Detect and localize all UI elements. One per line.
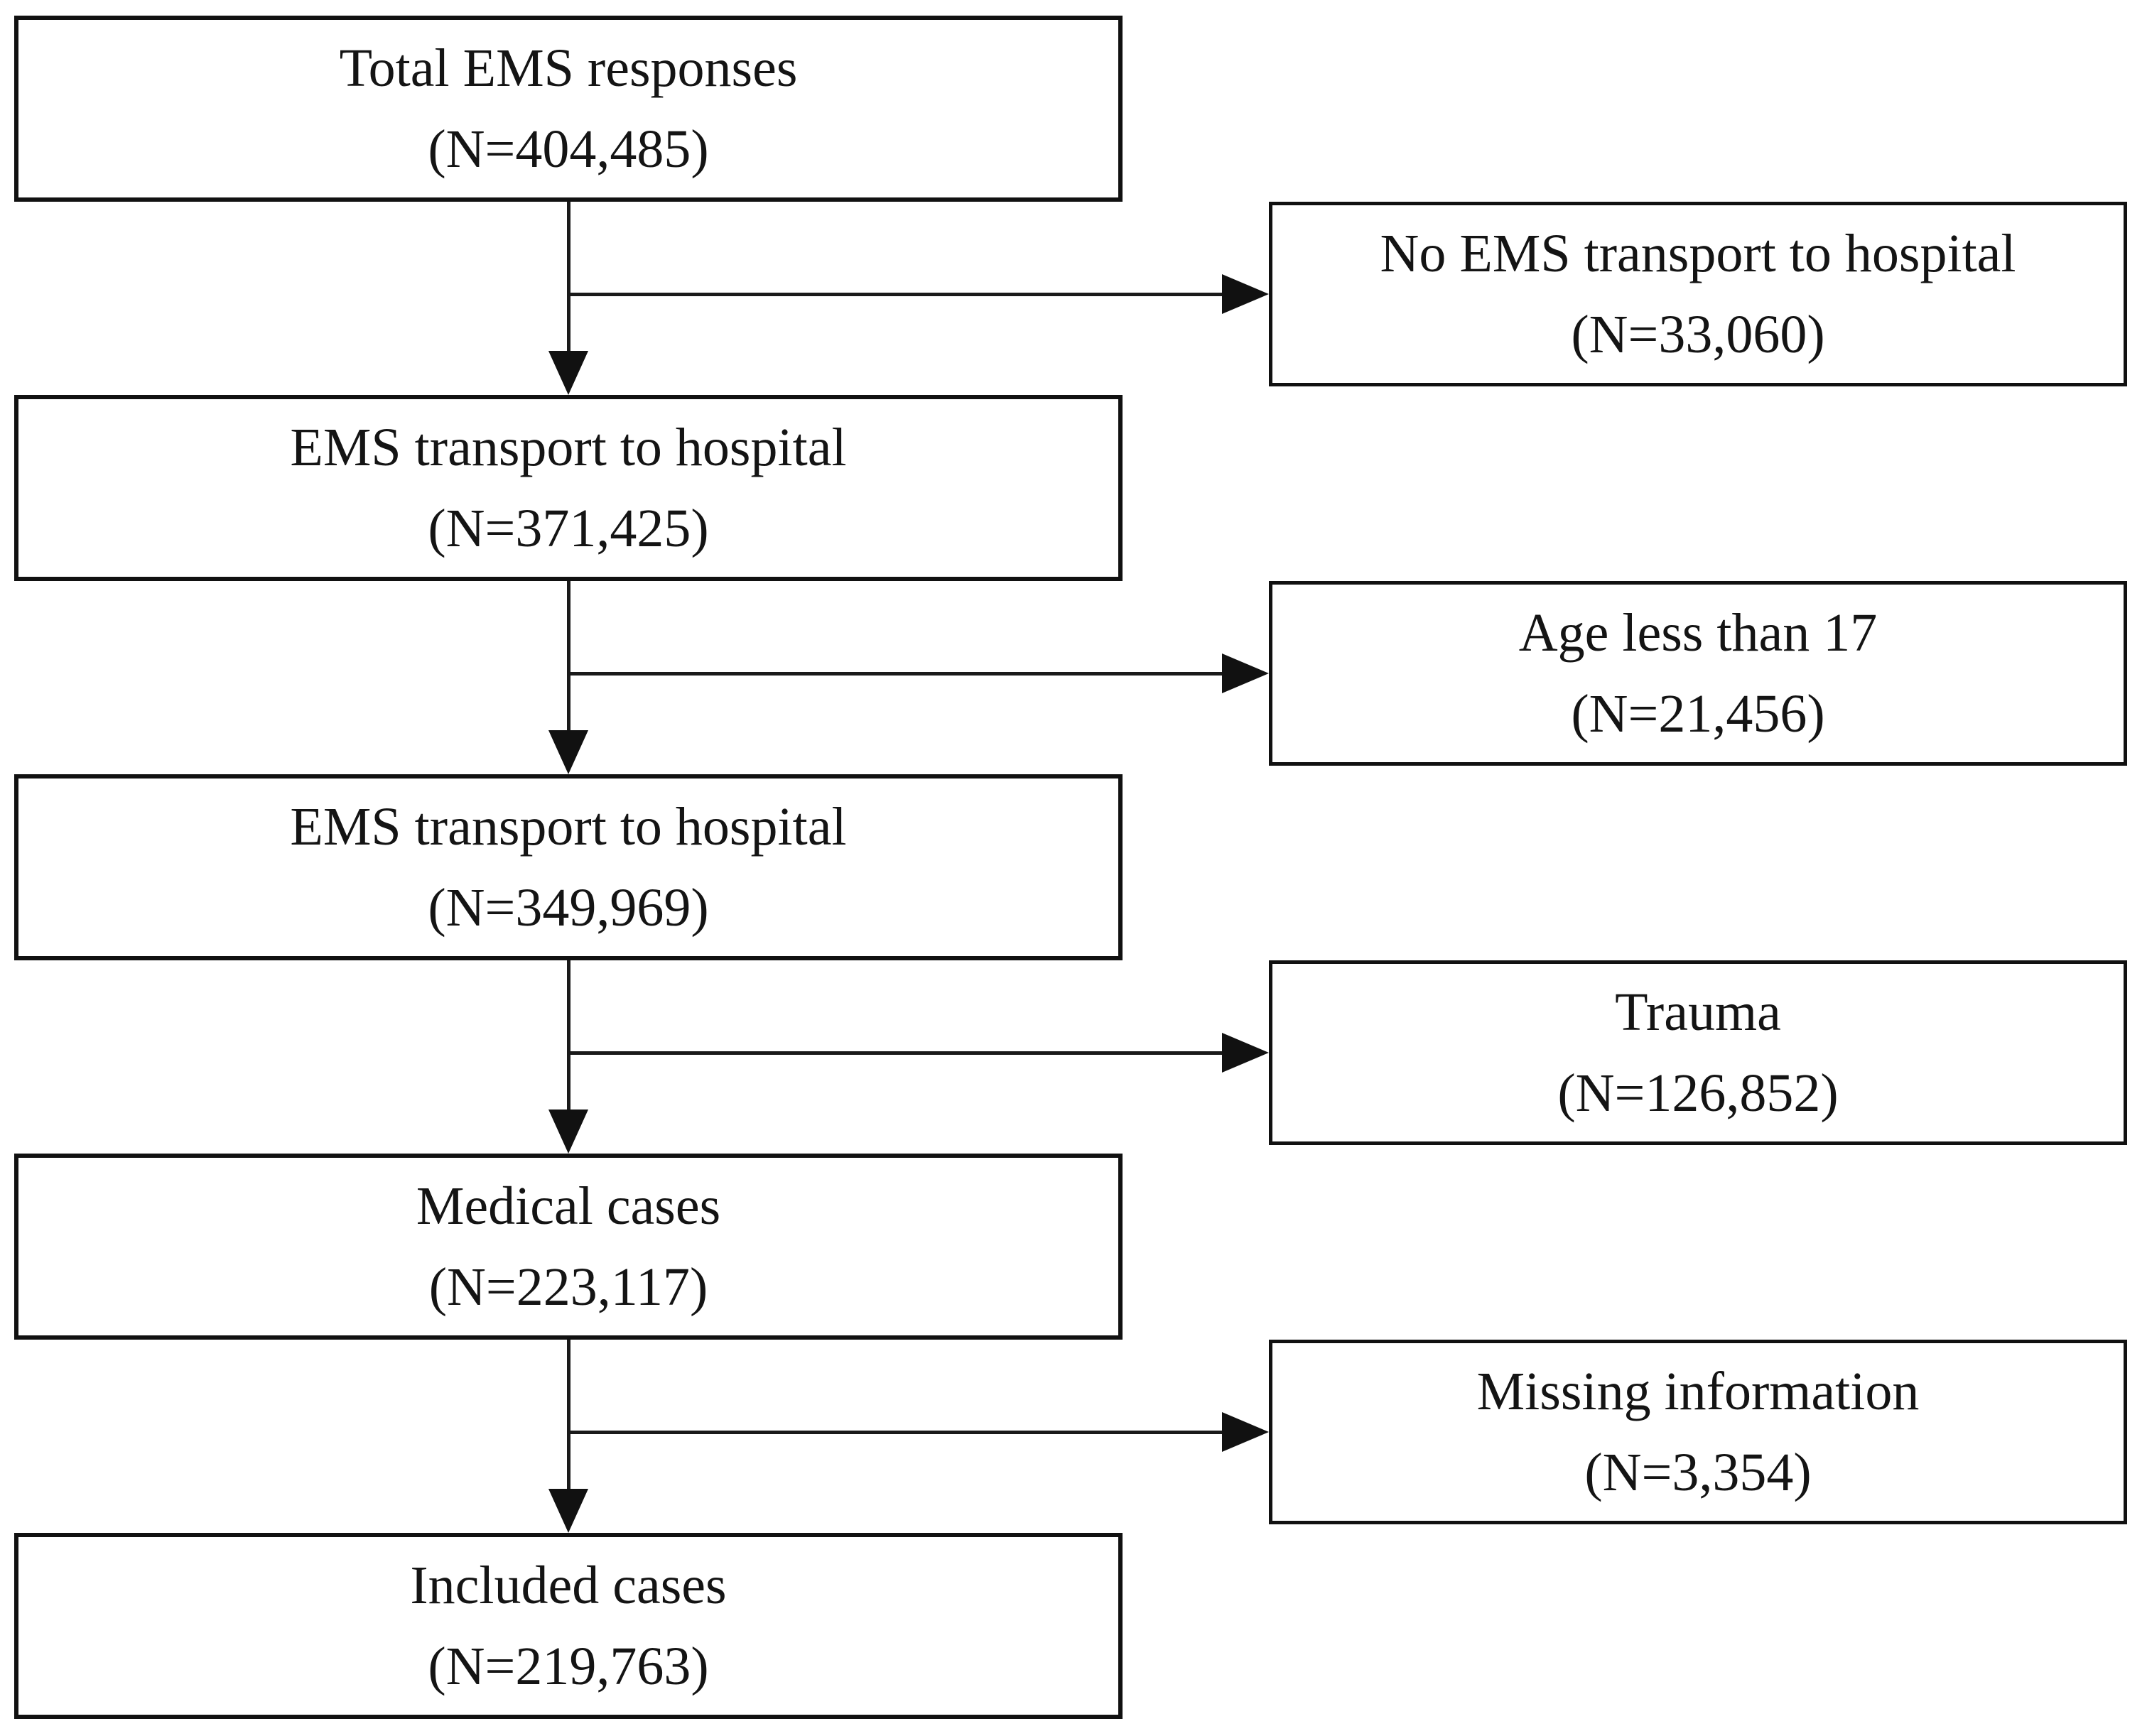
exclusion-box-age-less-than-17: Age less than 17 (N=21,456) xyxy=(1269,581,2127,766)
flow-box-included-cases: Included cases (N=219,763) xyxy=(14,1533,1123,1719)
down-arrowhead-1-icon xyxy=(548,351,588,395)
exclusion-box-trauma: Trauma (N=126,852) xyxy=(1269,960,2127,1145)
flow-box-count: (N=404,485) xyxy=(428,119,709,179)
exclusion-box-count: (N=3,354) xyxy=(1584,1443,1812,1502)
exclusion-box-count: (N=126,852) xyxy=(1557,1063,1839,1123)
down-arrowhead-2-icon xyxy=(548,730,588,774)
right-arrowhead-4-icon xyxy=(1222,1412,1269,1452)
exclusion-box-label: Missing information xyxy=(1476,1362,1920,1421)
flow-box-count: (N=349,969) xyxy=(428,878,709,938)
connector-down-3 xyxy=(567,960,570,1111)
flow-box-total-ems-responses: Total EMS responses (N=404,485) xyxy=(14,16,1123,202)
down-arrowhead-4-icon xyxy=(548,1489,588,1533)
flow-box-ems-transport-to-hospital-1: EMS transport to hospital (N=371,425) xyxy=(14,395,1123,581)
right-arrowhead-2-icon xyxy=(1222,653,1269,693)
right-arrowhead-3-icon xyxy=(1222,1033,1269,1073)
connector-right-1 xyxy=(568,293,1222,296)
flow-box-label: EMS transport to hospital xyxy=(290,797,847,857)
connector-down-2 xyxy=(567,581,570,732)
exclusion-box-label: Trauma xyxy=(1615,982,1781,1042)
exclusion-box-no-ems-transport: No EMS transport to hospital (N=33,060) xyxy=(1269,202,2127,386)
connector-right-3 xyxy=(568,1051,1222,1055)
exclusion-box-count: (N=33,060) xyxy=(1571,305,1825,364)
flow-box-count: (N=219,763) xyxy=(428,1637,709,1696)
connector-down-4 xyxy=(567,1340,570,1490)
flow-box-label: Total EMS responses xyxy=(339,38,798,98)
exclusion-box-missing-information: Missing information (N=3,354) xyxy=(1269,1340,2127,1524)
flow-box-label: Included cases xyxy=(410,1556,727,1615)
flow-box-count: (N=223,117) xyxy=(428,1257,708,1317)
flow-box-medical-cases: Medical cases (N=223,117) xyxy=(14,1154,1123,1340)
exclusion-box-label: Age less than 17 xyxy=(1518,603,1878,663)
right-arrowhead-1-icon xyxy=(1222,274,1269,314)
exclusion-box-label: No EMS transport to hospital xyxy=(1380,224,2016,283)
flow-box-label: Medical cases xyxy=(416,1176,721,1236)
connector-right-4 xyxy=(568,1431,1222,1434)
down-arrowhead-3-icon xyxy=(548,1110,588,1154)
flow-box-label: EMS transport to hospital xyxy=(290,418,847,477)
connector-down-1 xyxy=(567,202,570,352)
exclusion-box-count: (N=21,456) xyxy=(1571,684,1825,744)
flow-box-ems-transport-to-hospital-2: EMS transport to hospital (N=349,969) xyxy=(14,774,1123,960)
connector-right-2 xyxy=(568,672,1222,676)
flow-box-count: (N=371,425) xyxy=(428,499,709,558)
